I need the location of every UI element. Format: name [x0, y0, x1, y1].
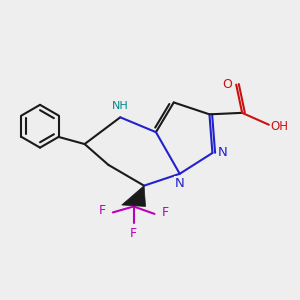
Text: OH: OH: [270, 120, 288, 133]
Text: F: F: [99, 204, 106, 218]
Text: F: F: [130, 227, 137, 240]
Text: O: O: [222, 78, 232, 91]
Text: NH: NH: [112, 101, 129, 111]
Text: N: N: [174, 177, 184, 190]
Polygon shape: [122, 186, 146, 206]
Text: N: N: [218, 146, 228, 160]
Text: F: F: [161, 206, 168, 219]
